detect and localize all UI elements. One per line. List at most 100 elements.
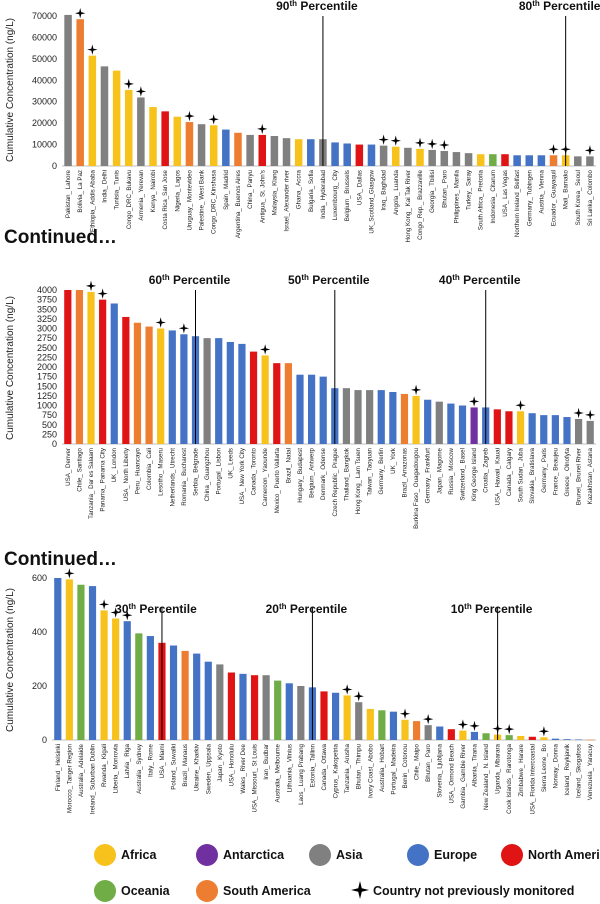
- category-label: Rwanda_ Kigali: [101, 744, 108, 787]
- category-label: Bhutan_ Paro: [425, 743, 432, 781]
- percentile-suffix: th: [532, 0, 540, 8]
- category-label: Latvia_ Riga: [124, 743, 131, 778]
- category-label: Chile_ Maipo: [414, 743, 421, 780]
- percentile-number: 30: [115, 602, 129, 616]
- category-label: Portugal_ Lisbon: [216, 447, 223, 494]
- category-label: Germany_ Berlin: [378, 447, 385, 494]
- category-label: Philippines_ Manila: [453, 169, 460, 223]
- category-label: Hungary_ Budapest: [297, 448, 304, 503]
- bar: [551, 415, 559, 445]
- category-label: Poland_ Suwalki: [171, 744, 178, 790]
- bar: [563, 739, 571, 740]
- category-label: Canada_ Ottawa: [321, 743, 328, 790]
- bar: [424, 725, 432, 740]
- bar: [261, 355, 269, 444]
- legend-label: Asia: [336, 848, 363, 862]
- percentile-word: Percentile: [460, 273, 521, 287]
- legend-label: North America: [528, 848, 600, 862]
- category-label: Uganda_ Mbarara: [495, 743, 502, 793]
- new-country-star-icon: [378, 134, 389, 145]
- category-label: Ecuador_ Guayaquil: [551, 170, 558, 226]
- category-label: South Africa_ Pretoria: [478, 169, 485, 230]
- new-country-star-icon: [439, 139, 450, 151]
- category-label: Tunisia_ Tunis: [114, 170, 121, 210]
- bar: [123, 621, 131, 740]
- category-label: Pakistan_ Lahore: [65, 169, 72, 218]
- bar: [343, 695, 351, 740]
- bar: [513, 155, 521, 166]
- category-label: Brunei_ Brunei River: [576, 448, 583, 505]
- bar: [76, 19, 84, 167]
- category-label: Mali_ Bamako: [563, 169, 570, 209]
- legend-label: Africa: [121, 848, 157, 862]
- bar: [412, 395, 420, 445]
- bar: [586, 420, 594, 444]
- percentile-number: 60: [149, 273, 163, 287]
- bar: [169, 645, 178, 740]
- new-country-star-icon: [75, 8, 86, 19]
- category-label: USA_ Ormond Beach: [448, 743, 455, 803]
- category-label: China_ Panyu: [247, 169, 254, 208]
- bar: [64, 290, 72, 444]
- bar: [258, 134, 267, 166]
- category-label: Ghana_ Accra: [296, 169, 303, 209]
- legend-swatch: [407, 844, 429, 866]
- category-label: USA_ Miami: [159, 744, 166, 778]
- bar: [440, 151, 449, 166]
- bar: [482, 733, 490, 740]
- legend-swatch: [94, 880, 116, 902]
- category-label: USA_ Honolulu: [228, 743, 235, 786]
- y-tick-label: 2500: [37, 343, 57, 353]
- bar: [145, 326, 153, 444]
- new-country-star-icon: [585, 409, 596, 421]
- new-country-star-icon: [123, 78, 134, 90]
- category-label: Georgia_ Tbilisi: [429, 170, 436, 213]
- category-label: Taiwan_ Taoyuan: [367, 447, 374, 495]
- bar: [65, 579, 73, 740]
- bar: [307, 374, 316, 444]
- bar: [319, 376, 327, 445]
- y-tick-label: 0: [52, 439, 57, 449]
- bar: [389, 711, 398, 740]
- legend-swatch: [196, 844, 218, 866]
- category-label: Israel_ Alexander river: [284, 170, 291, 232]
- bar: [400, 393, 409, 444]
- bar: [87, 291, 95, 444]
- percentile-number: 10: [451, 602, 465, 616]
- bar: [549, 155, 558, 166]
- bar: [464, 153, 473, 166]
- bar: [203, 338, 211, 445]
- category-label: Germany_ Frankfurt: [425, 448, 432, 504]
- category-label: Hong Kong_ Lam Tsuen: [355, 447, 362, 514]
- new-country-star-icon: [178, 323, 190, 334]
- bar: [366, 708, 374, 740]
- percentile-number: 50: [288, 273, 302, 287]
- category-label: South Sudan_ Juba: [518, 447, 525, 502]
- bar: [331, 692, 340, 740]
- category-label: Chile_ Santiago: [76, 447, 83, 491]
- category-label: France_ Beaujeu: [552, 447, 559, 495]
- bar: [285, 683, 293, 740]
- category-label: USA_ New York City: [239, 447, 246, 504]
- bar: [574, 418, 583, 444]
- new-country-star-icon: [351, 881, 369, 899]
- bar: [296, 374, 304, 444]
- new-country-star-icon: [538, 726, 550, 737]
- bar: [226, 341, 234, 444]
- category-label: Slovakia_ Bratislava: [529, 447, 536, 503]
- percentile-word: Percentile: [136, 602, 197, 616]
- new-country-star-icon: [64, 568, 75, 579]
- category-label: USA_ Florida Intercoastal: [529, 744, 536, 815]
- category-label: USA_ North Liberty: [123, 447, 130, 501]
- bar: [343, 143, 351, 166]
- category-label: Indonesia_ Citarum: [490, 170, 497, 224]
- category-label: Austria_ Vienna: [538, 169, 545, 213]
- bar: [435, 401, 443, 444]
- y-tick-label: 20000: [32, 118, 57, 128]
- bar: [209, 125, 218, 166]
- new-country-star-icon: [390, 135, 401, 146]
- new-country-star-icon: [548, 144, 559, 155]
- legend: Africa Antarctica Asia Europe North America O…: [94, 844, 600, 902]
- category-label: Denmark_ Odense: [320, 447, 327, 499]
